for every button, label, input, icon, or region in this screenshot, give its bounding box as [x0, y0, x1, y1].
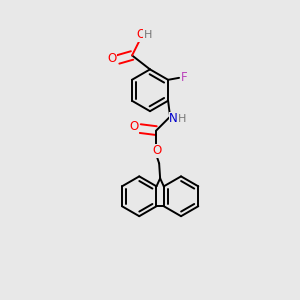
Text: N: N [169, 112, 178, 125]
Text: O: O [152, 144, 162, 158]
Text: O: O [130, 120, 139, 133]
Text: O: O [136, 28, 146, 41]
Text: F: F [181, 71, 187, 84]
Text: H: H [178, 114, 186, 124]
Text: H: H [143, 29, 152, 40]
Text: O: O [108, 52, 117, 65]
